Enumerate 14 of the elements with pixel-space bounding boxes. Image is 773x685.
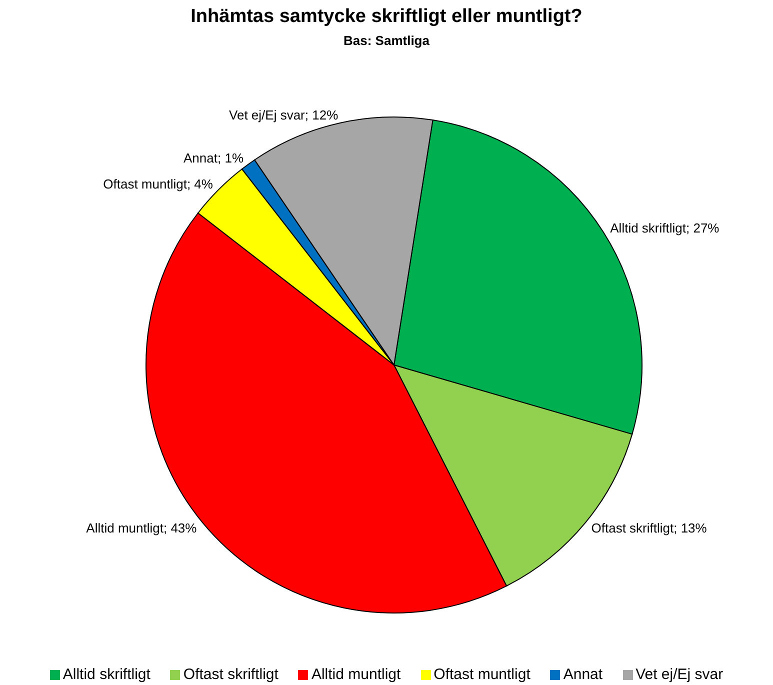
data-label: Oftast muntligt; 4%: [103, 176, 214, 192]
data-label: Annat; 1%: [184, 150, 244, 166]
legend-label: Vet ej/Ej svar: [634, 666, 724, 683]
legend-label: Alltid skriftligt: [62, 666, 150, 683]
legend-label: Oftast skriftligt: [182, 666, 278, 683]
data-label: Alltid skriftligt; 27%: [610, 220, 720, 236]
chart-subtitle: Bas: Samtliga: [342, 33, 430, 48]
data-label: Vet ej/Ej svar; 12%: [229, 108, 339, 123]
data-label: Oftast skriftligt; 13%: [591, 520, 708, 536]
chart-title: Inhämtas samtycke skriftligt eller muntligt?: [190, 6, 584, 28]
data-label: Alltid muntligt; 43%: [86, 520, 198, 536]
legend-label: Annat: [562, 666, 603, 683]
legend-label: Oftast muntligt: [432, 666, 530, 683]
legend-label: Alltid muntligt: [310, 666, 401, 683]
